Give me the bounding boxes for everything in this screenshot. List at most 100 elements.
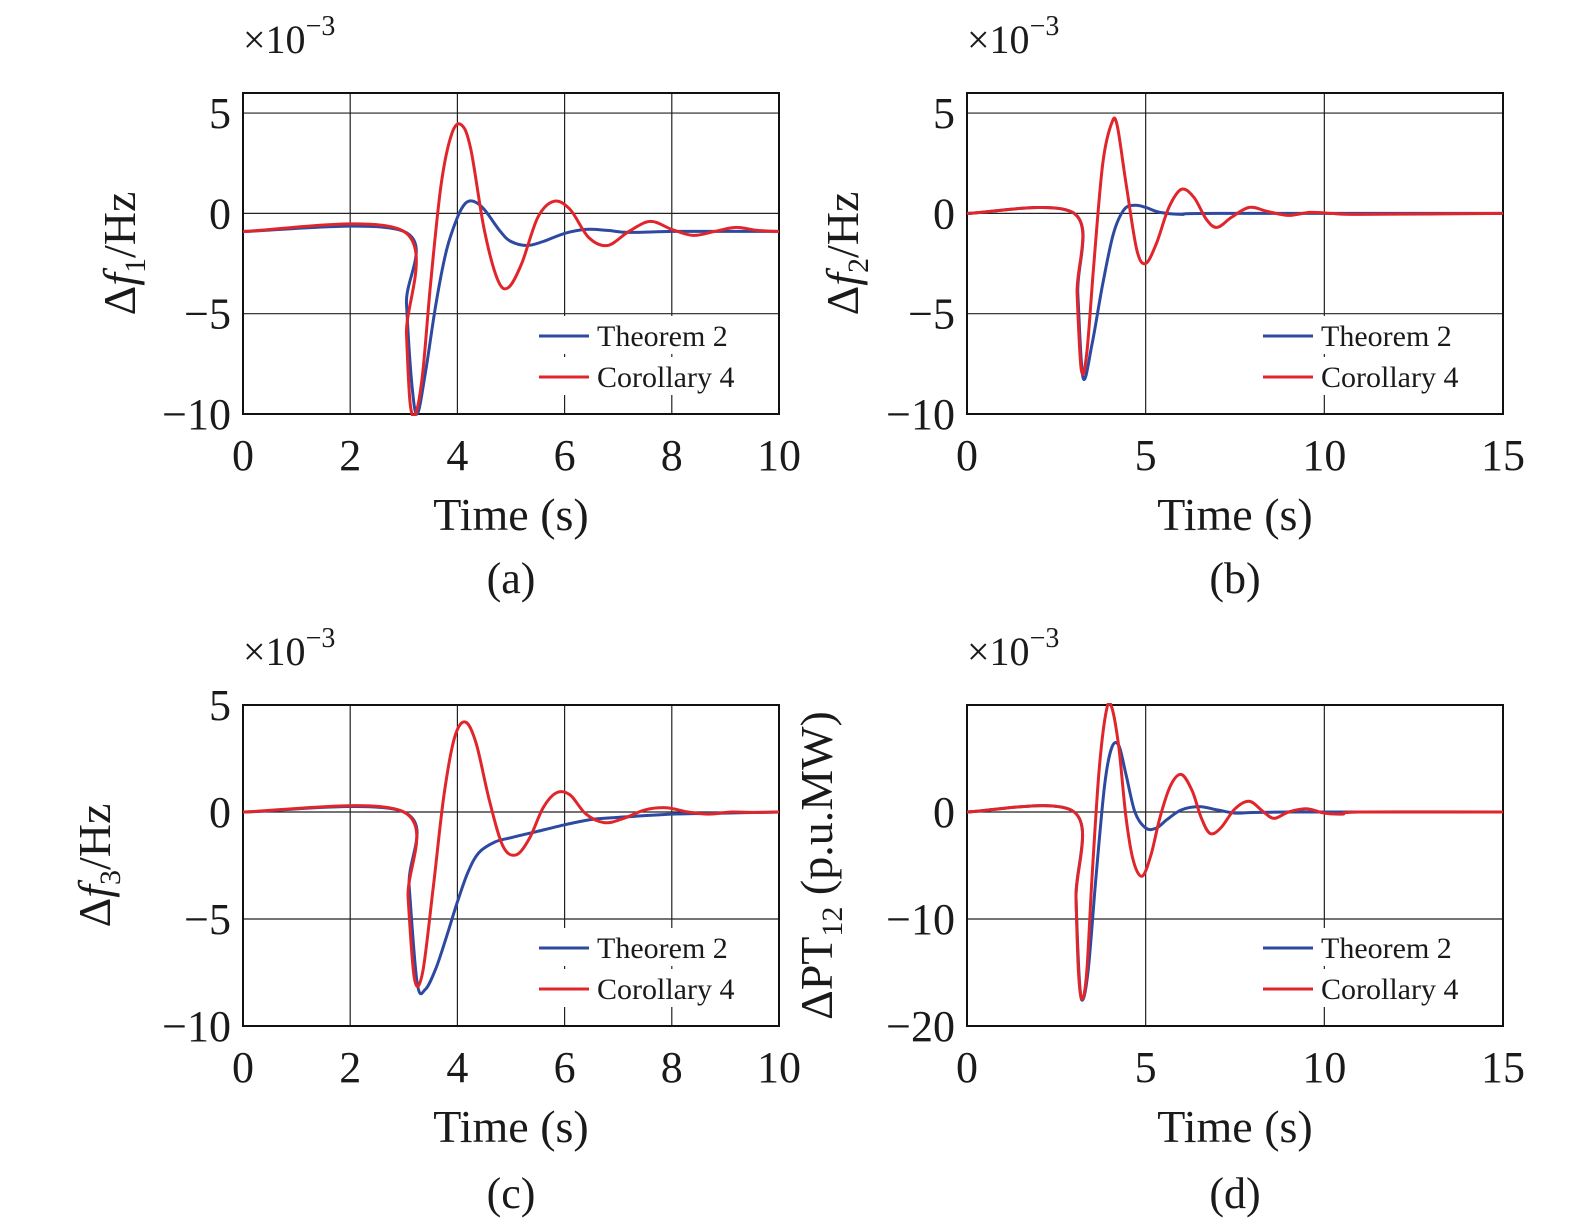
exponent-base: ×10 [243, 17, 306, 62]
legend: Theorem 2 Corollary 4 [531, 316, 767, 395]
y-tick-label: −10 [886, 895, 955, 944]
legend-label-corollary-4: Corollary 4 [1321, 361, 1458, 394]
legend: Theorem 2 Corollary 4 [531, 928, 767, 1007]
y-tick-label: −10 [162, 1002, 231, 1051]
series-line-corollary-4 [243, 122, 779, 416]
y-label-suffix: /Hz [69, 804, 120, 870]
series-group [967, 703, 1503, 1002]
y-tick-label: 5 [209, 681, 231, 730]
x-axis-label: Time (s) [433, 489, 589, 540]
x-tick-label: 8 [661, 1043, 683, 1092]
legend: Theorem 2 Corollary 4 [1255, 928, 1491, 1007]
series-group [243, 122, 779, 416]
legend-label-corollary-4: Corollary 4 [1321, 973, 1458, 1006]
exponent-base: ×10 [967, 629, 1030, 674]
y-tick-label: −5 [908, 290, 955, 339]
y-label-prefix: Δ [817, 286, 868, 316]
y-tick-label: 5 [933, 89, 955, 138]
x-tick-label: 10 [1302, 431, 1346, 480]
x-axis-label: Time (s) [1157, 489, 1313, 540]
plot-frame [966, 704, 1504, 1027]
legend-label-theorem-2: Theorem 2 [597, 320, 728, 353]
legend-label-theorem-2: Theorem 2 [1321, 932, 1452, 965]
grid [243, 93, 779, 414]
exponent-power: −3 [1030, 623, 1060, 654]
y-tick-label: −5 [184, 895, 231, 944]
x-axis-label: Time (s) [1157, 1101, 1313, 1152]
exponent-power: −3 [306, 623, 336, 654]
exponent-label: ×10−3 [967, 11, 1059, 62]
series-group [967, 116, 1503, 381]
legend-label-theorem-2: Theorem 2 [597, 932, 728, 965]
x-tick-label: 10 [757, 431, 801, 480]
x-axis-label: Time (s) [433, 1101, 589, 1152]
y-tick-label: −10 [886, 390, 955, 439]
x-tick-label: 8 [661, 431, 683, 480]
y-label-subscript: 2 [842, 258, 875, 273]
x-tick-label: 2 [339, 431, 361, 480]
y-label-subscript: 3 [94, 870, 127, 885]
exponent-label: ×10−3 [243, 11, 335, 62]
x-tick-label: 0 [232, 1043, 254, 1092]
plot-frame [966, 92, 1504, 415]
x-tick-label: 10 [757, 1043, 801, 1092]
plot-frame [242, 704, 780, 1027]
y-tick-label: 0 [209, 788, 231, 837]
series-line-theorem-2 [243, 804, 779, 996]
legend: Theorem 2 Corollary 4 [1255, 316, 1491, 395]
exponent-label: ×10−3 [967, 623, 1059, 674]
series-group [243, 720, 779, 996]
exponent-label: ×10−3 [243, 623, 335, 674]
y-axis-label: Δf2/Hz [817, 192, 875, 316]
y-label-suffix: /Hz [817, 192, 868, 258]
chart-panel-d: 0 5 10 15 −20 −10 0 ×10−3 Time (s) ΔPT12 (p.u.MW)… [791, 623, 1525, 1218]
y-tick-label: 0 [933, 788, 955, 837]
x-tick-label: 0 [956, 1043, 978, 1092]
exponent-base: ×10 [243, 629, 306, 674]
x-tick-label: 15 [1481, 431, 1525, 480]
y-tick-label: 0 [209, 189, 231, 238]
y-label-prefix: Δ [69, 898, 120, 928]
y-tick-label: −10 [162, 390, 231, 439]
exponent-power: −3 [306, 11, 336, 42]
panel-caption: (c) [487, 1169, 536, 1218]
legend-label-theorem-2: Theorem 2 [1321, 320, 1452, 353]
plot-frame [242, 92, 780, 415]
x-tick-label: 6 [554, 431, 576, 480]
x-tick-label: 10 [1302, 1043, 1346, 1092]
y-axis-label: ΔPT12 (p.u.MW) [791, 711, 849, 1020]
series-line-corollary-4 [967, 116, 1503, 376]
y-tick-label: 5 [209, 89, 231, 138]
y-tick-label: 0 [933, 189, 955, 238]
y-label-subscript: 1 [119, 258, 152, 273]
y-label-prefix: ΔPT [791, 937, 842, 1020]
x-tick-label: 5 [1135, 431, 1157, 480]
x-tick-label: 5 [1135, 1043, 1157, 1092]
series-line-corollary-4 [243, 720, 779, 988]
y-label-prefix: Δ [94, 286, 145, 316]
y-label-suffix: (p.u.MW) [791, 711, 842, 906]
y-tick-label: −5 [184, 290, 231, 339]
exponent-power: −3 [1030, 11, 1060, 42]
y-label-suffix: /Hz [94, 192, 145, 258]
y-tick-label: −20 [886, 1002, 955, 1051]
x-tick-label: 0 [956, 431, 978, 480]
exponent-base: ×10 [967, 17, 1030, 62]
panel-caption: (d) [1209, 1169, 1260, 1218]
x-tick-label: 4 [446, 431, 468, 480]
x-tick-label: 2 [339, 1043, 361, 1092]
y-axis-label: Δf1/Hz [94, 192, 152, 316]
panel-caption: (b) [1209, 554, 1260, 603]
y-axis-label: Δf3/Hz [69, 804, 127, 928]
x-tick-label: 0 [232, 431, 254, 480]
panel-caption: (a) [487, 554, 536, 603]
y-label-subscript: 12 [816, 907, 849, 937]
x-tick-label: 4 [446, 1043, 468, 1092]
x-tick-label: 6 [554, 1043, 576, 1092]
series-line-corollary-4 [967, 703, 1503, 1001]
x-tick-label: 15 [1481, 1043, 1525, 1092]
